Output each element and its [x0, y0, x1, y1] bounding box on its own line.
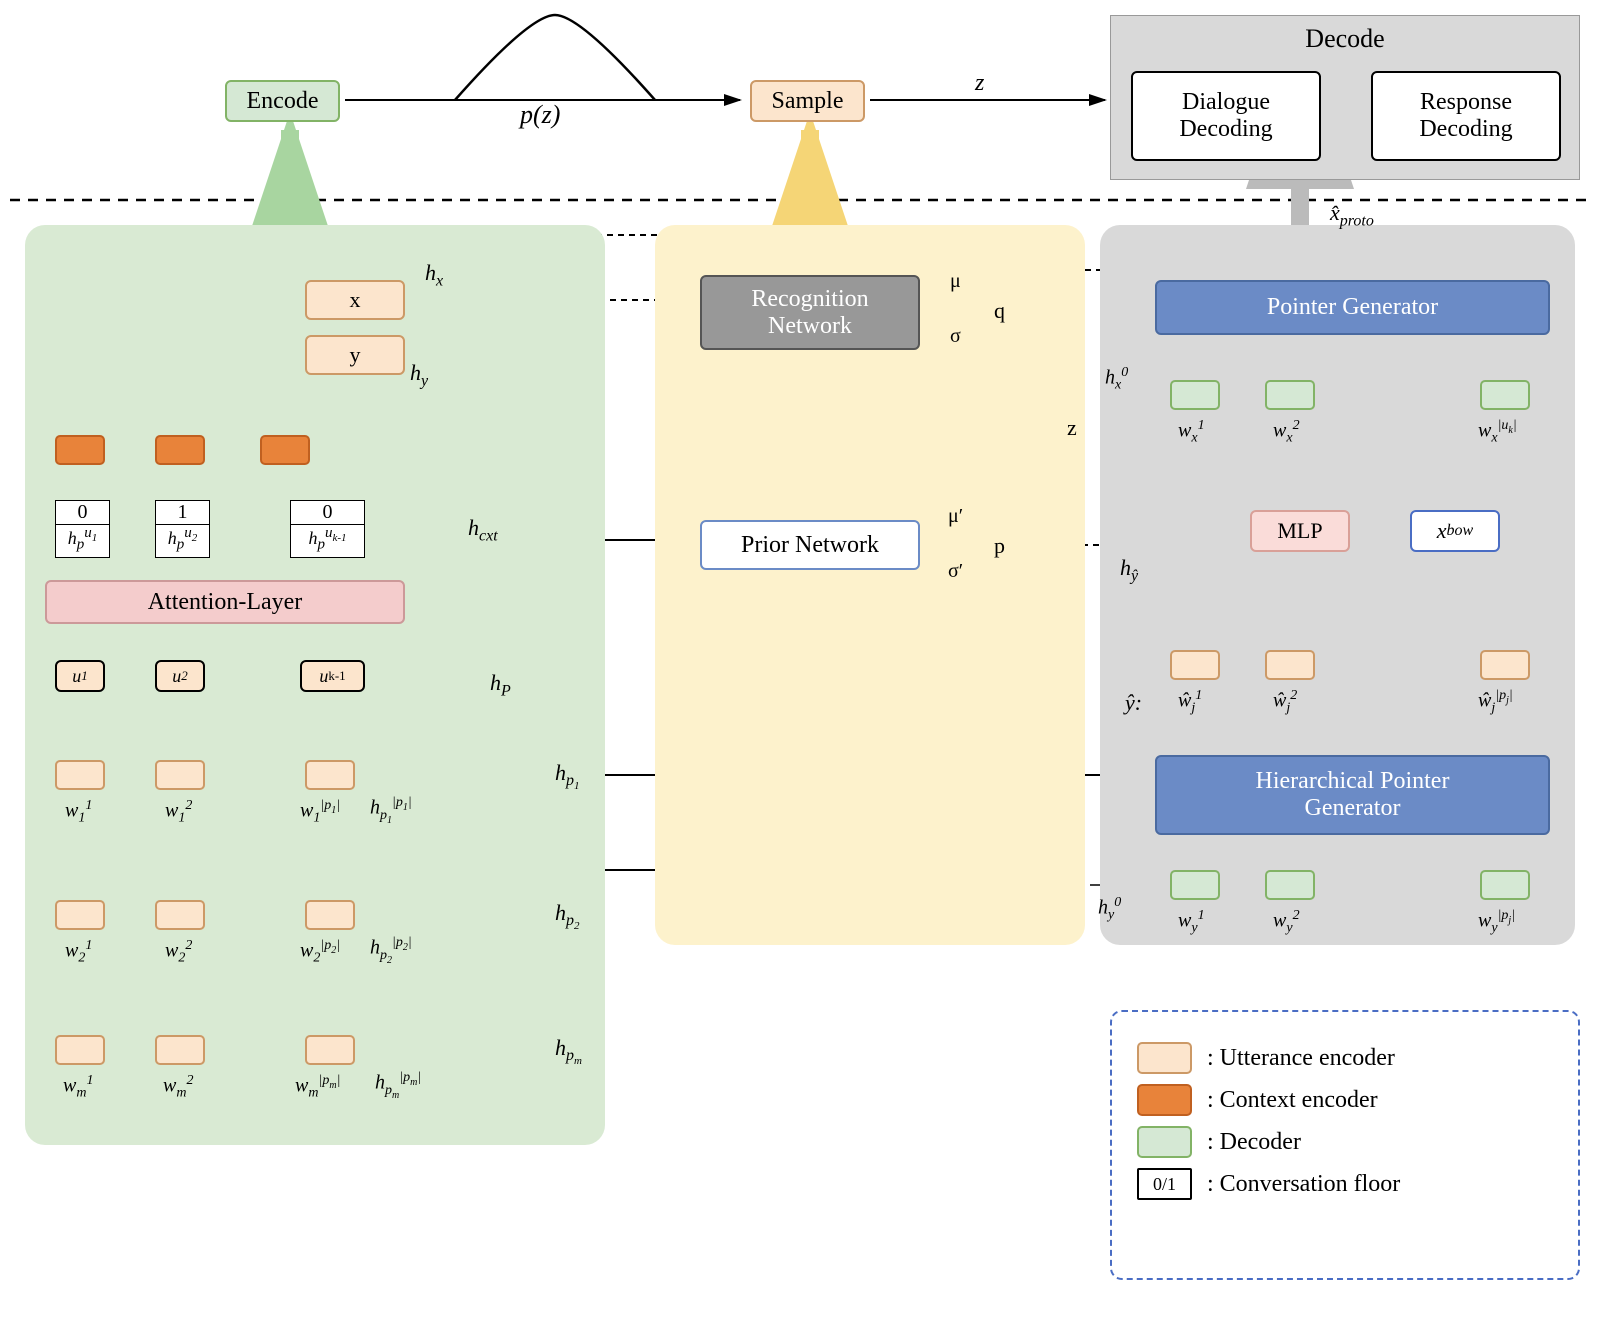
encode-label: Encode: [247, 88, 319, 115]
hP-label: hP: [490, 670, 511, 700]
w21-label: w21: [65, 938, 92, 967]
wmp-label: wm|pm|: [295, 1073, 340, 1102]
enc-p1-1: [55, 760, 105, 790]
hx-label: hx: [425, 260, 443, 290]
enc-pm-1: [55, 1035, 105, 1065]
dec-wy-2: [1265, 870, 1315, 900]
response-decoding-box: Response Decoding: [1371, 71, 1561, 161]
decode-title: Decode: [1111, 16, 1579, 62]
hp1-label: hp1: [555, 760, 580, 793]
context-enc-1: [55, 435, 105, 465]
q-label: q: [994, 298, 1005, 324]
yhat-label: ŷ:: [1125, 690, 1142, 716]
legend-decoder: : Decoder: [1137, 1126, 1553, 1158]
context-enc-3: [260, 435, 310, 465]
legend-utterance: : Utterance encoder: [1137, 1042, 1553, 1074]
enc-p2-2: [155, 900, 205, 930]
decode-group: Decode Dialogue Decoding Response Decodi…: [1110, 15, 1580, 180]
wx2-label: wx2: [1273, 418, 1300, 447]
pz-label: p(z): [520, 100, 560, 130]
dec-wy-1: [1170, 870, 1220, 900]
enc-p2-1: [55, 900, 105, 930]
x-box: x: [305, 280, 405, 320]
hy-label: hy: [410, 360, 428, 390]
sample-box: Sample: [750, 80, 865, 122]
enc-p2-3: [305, 900, 355, 930]
wxk-label: wx|uk|: [1478, 418, 1517, 447]
w22-label: w22: [165, 938, 192, 967]
xproto-label: x̂proto: [1330, 200, 1374, 230]
hyhat-label: hŷ: [1120, 555, 1138, 585]
wx1-label: wx1: [1178, 418, 1205, 447]
sigma-label: σ: [950, 325, 961, 348]
wjp-label: ŵj|pj|: [1478, 688, 1513, 717]
hcxt-label: hcxt: [468, 515, 498, 545]
u2-box: u2: [155, 660, 205, 692]
dec-wy-3: [1480, 870, 1530, 900]
hpm-label: hpm: [555, 1035, 582, 1068]
mlp-box: MLP: [1250, 510, 1350, 552]
sample-label: Sample: [772, 88, 844, 115]
hpm-full: hpm|pm|: [375, 1070, 421, 1100]
enc-wj-1: [1170, 650, 1220, 680]
wm2-label: wm2: [163, 1073, 193, 1102]
floor-box-2: 1 hpu2: [155, 500, 210, 558]
hp1-full: hp1|p1|: [370, 795, 412, 825]
w1p-label: w1|p1|: [300, 798, 340, 827]
wy2-label: wy2: [1273, 908, 1300, 937]
wj2-label: ŵj2: [1273, 688, 1297, 717]
enc-wj-3: [1480, 650, 1530, 680]
u1-box: u1: [55, 660, 105, 692]
w12-label: w12: [165, 798, 192, 827]
enc-pm-3: [305, 1035, 355, 1065]
dec-wx-1: [1170, 380, 1220, 410]
legend: : Utterance encoder : Context encoder : …: [1110, 1010, 1580, 1280]
dec-wx-2: [1265, 380, 1315, 410]
prior-network: Prior Network: [700, 520, 920, 570]
p-label: p: [994, 533, 1005, 559]
enc-p1-3: [305, 760, 355, 790]
z-label: z: [1067, 415, 1077, 441]
floor-box-1: 0 hpu1: [55, 500, 110, 558]
wm1-label: wm1: [63, 1073, 93, 1102]
wj1-label: ŵj1: [1178, 688, 1202, 717]
hp2-label: hp2: [555, 900, 580, 933]
mu-label: μ: [950, 270, 961, 293]
sigma-prime-label: σ′: [948, 560, 963, 583]
legend-context: : Context encoder: [1137, 1084, 1553, 1116]
hier-pointer-generator: Hierarchical Pointer Generator: [1155, 755, 1550, 835]
y-box: y: [305, 335, 405, 375]
floor-box-3: 0 hpuk-1: [290, 500, 365, 558]
dec-wx-3: [1480, 380, 1530, 410]
recognition-network: Recognition Network: [700, 275, 920, 350]
enc-wj-2: [1265, 650, 1315, 680]
context-enc-2: [155, 435, 205, 465]
z-label-top: z: [975, 70, 984, 97]
hy0-label: hy0: [1098, 895, 1121, 924]
hp2-full: hp2|p2|: [370, 935, 412, 965]
enc-pm-2: [155, 1035, 205, 1065]
xbow-box: xbow: [1410, 510, 1500, 552]
w11-label: w11: [65, 798, 92, 827]
enc-p1-2: [155, 760, 205, 790]
wy1-label: wy1: [1178, 908, 1205, 937]
uk1-box: uk-1: [300, 660, 365, 692]
hx0-label: hx0: [1105, 365, 1128, 394]
encode-box: Encode: [225, 80, 340, 122]
wyp-label: wy|pj|: [1478, 908, 1515, 937]
mu-prime-label: μ′: [948, 505, 963, 528]
w2p-label: w2|p2|: [300, 938, 340, 967]
dialogue-decoding-box: Dialogue Decoding: [1131, 71, 1321, 161]
legend-floor: 0/1 : Conversation floor: [1137, 1168, 1553, 1200]
pointer-generator: Pointer Generator: [1155, 280, 1550, 335]
attention-layer: Attention-Layer: [45, 580, 405, 624]
